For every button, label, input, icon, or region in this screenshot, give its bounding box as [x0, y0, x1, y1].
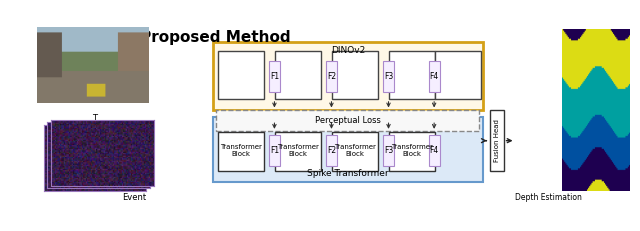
Bar	[269, 135, 280, 167]
Text: 3  The Proposed Method: 3 The Proposed Method	[83, 30, 291, 45]
Text: F3: F3	[384, 146, 393, 155]
Text: F2: F2	[327, 72, 336, 81]
Bar	[213, 117, 483, 182]
Text: Block: Block	[232, 151, 250, 157]
Bar	[389, 132, 435, 171]
Text: Block: Block	[346, 151, 365, 157]
Bar	[218, 132, 264, 171]
Text: Event: Event	[122, 193, 147, 202]
Text: Perceptual Loss: Perceptual Loss	[315, 116, 381, 125]
Bar	[429, 135, 440, 167]
Bar	[332, 132, 378, 171]
Text: F3: F3	[384, 72, 393, 81]
Bar	[326, 135, 337, 167]
Bar	[383, 135, 394, 167]
Bar	[389, 51, 435, 99]
Bar	[383, 61, 394, 92]
Bar	[435, 51, 481, 99]
Bar	[332, 51, 378, 99]
Bar	[275, 51, 321, 99]
Text: Spike Transformer: Spike Transformer	[307, 169, 389, 178]
Text: F2: F2	[327, 146, 336, 155]
Text: Transformer: Transformer	[334, 144, 376, 150]
Text: Block: Block	[289, 151, 307, 157]
Text: F4: F4	[429, 72, 439, 81]
Bar	[490, 110, 504, 171]
Bar	[275, 132, 321, 171]
Text: F1: F1	[270, 72, 279, 81]
Bar	[269, 61, 280, 92]
Bar	[218, 51, 264, 99]
Bar	[429, 61, 440, 92]
Bar	[326, 61, 337, 92]
Text: DINOv2: DINOv2	[331, 46, 365, 55]
Text: Transformer: Transformer	[391, 144, 433, 150]
Text: Depth Estimation: Depth Estimation	[515, 193, 582, 202]
Text: Block: Block	[403, 151, 422, 157]
Text: Transformer: Transformer	[277, 144, 319, 150]
Text: Fusion Head: Fusion Head	[493, 119, 500, 162]
Text: T: T	[92, 114, 97, 123]
Text: F4: F4	[429, 146, 439, 155]
Text: Transformer: Transformer	[220, 144, 262, 150]
Bar	[213, 42, 483, 110]
Bar	[216, 110, 479, 131]
Text: F1: F1	[270, 146, 279, 155]
Text: RGB: RGB	[123, 33, 141, 42]
